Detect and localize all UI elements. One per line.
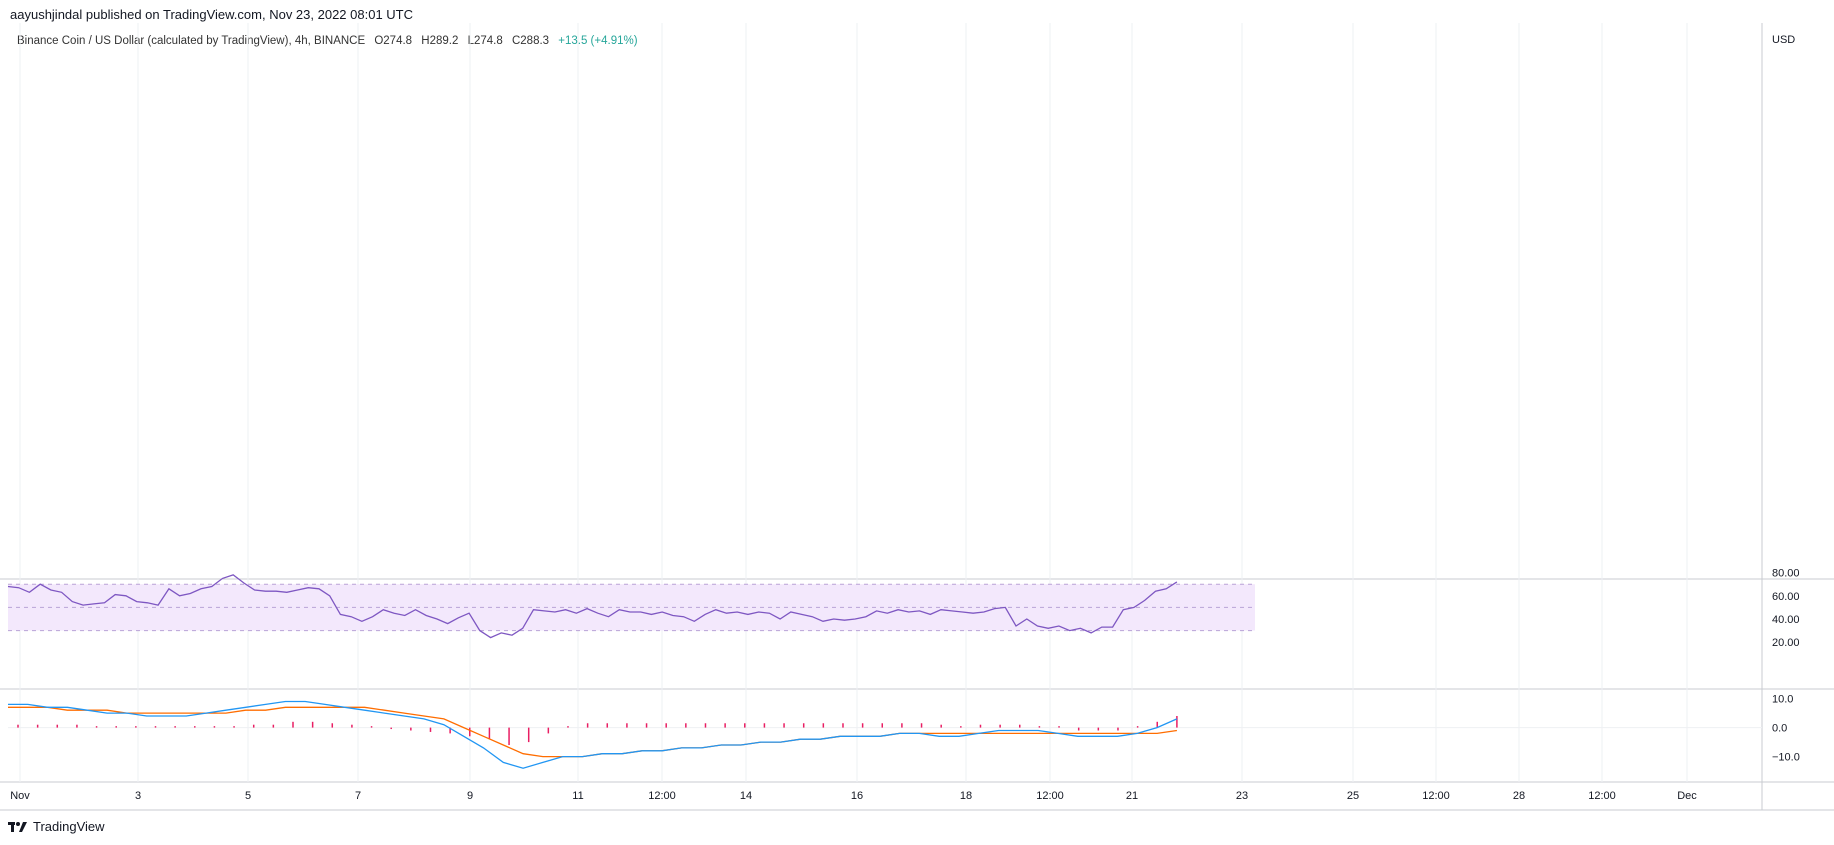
time-tick-label: 9 <box>467 790 473 802</box>
rsi-tick-label: 40.00 <box>1772 614 1800 626</box>
brand-label: TradingView <box>33 819 105 834</box>
time-tick-label: 12:00 <box>1588 790 1616 802</box>
time-tick-label: 18 <box>960 790 972 802</box>
time-tick-label: 11 <box>572 790 583 802</box>
time-tick-label: Dec <box>1677 790 1697 802</box>
time-tick-label: 14 <box>740 790 752 802</box>
rsi-tick-label: 60.00 <box>1772 591 1800 603</box>
rsi-tick-label: 20.00 <box>1772 637 1800 649</box>
axes: Nov 3 5 7 9 11 12:00 14 16 18 12:00 21 23 25 12:00 28 12… <box>10 34 1795 802</box>
time-tick-label: 7 <box>355 790 361 802</box>
time-tick-label: 16 <box>851 790 863 802</box>
macd-tick-label: −10.0 <box>1772 752 1800 764</box>
time-tick-label: 3 <box>135 790 141 802</box>
ohlc-low: L274.8 <box>467 35 503 47</box>
trading-chart[interactable]: 1.236(387.3)1(361.0)0.764(334.7)0.618(31… <box>0 0 1834 815</box>
ohlc-high: H289.2 <box>421 35 459 47</box>
time-tick-label: 5 <box>245 790 251 802</box>
tradingview-logo-icon <box>8 821 27 832</box>
time-tick-label: 25 <box>1347 790 1359 802</box>
time-tick-label: 12:00 <box>1422 790 1450 802</box>
time-tick-label: 23 <box>1236 790 1248 802</box>
time-tick-label: 12:00 <box>648 790 676 802</box>
rsi-panel: 20.00 40.00 60.00 80.00 <box>7 568 1800 649</box>
chart-frame <box>0 23 1834 811</box>
time-tick-label: Nov <box>10 790 30 802</box>
rsi-tick-label: 80.00 <box>1772 568 1800 580</box>
tradingview-brand[interactable]: TradingView <box>8 819 105 834</box>
ohlc-open: O274.8 <box>374 35 413 47</box>
macd-panel: −10.0 0.0 10.0 <box>8 694 1800 769</box>
macd-signal-line <box>8 706 1177 758</box>
ohlc-close: C288.3 <box>511 35 550 47</box>
time-tick-label: 12:00 <box>1036 790 1064 802</box>
rsi-line <box>7 574 1178 639</box>
symbol-title: Binance Coin / US Dollar (calculated by … <box>17 35 366 47</box>
macd-tick-label: 10.0 <box>1772 694 1793 706</box>
publish-line: aayushjindal published on TradingView.co… <box>10 7 414 22</box>
macd-tick-label: 0.0 <box>1772 723 1787 735</box>
time-tick-label: 28 <box>1513 790 1525 802</box>
rsi-band <box>8 584 1255 631</box>
grid-lines <box>19 23 1688 782</box>
macd-line <box>8 700 1178 769</box>
currency-label: USD <box>1772 34 1795 46</box>
time-tick-label: 21 <box>1126 790 1138 802</box>
